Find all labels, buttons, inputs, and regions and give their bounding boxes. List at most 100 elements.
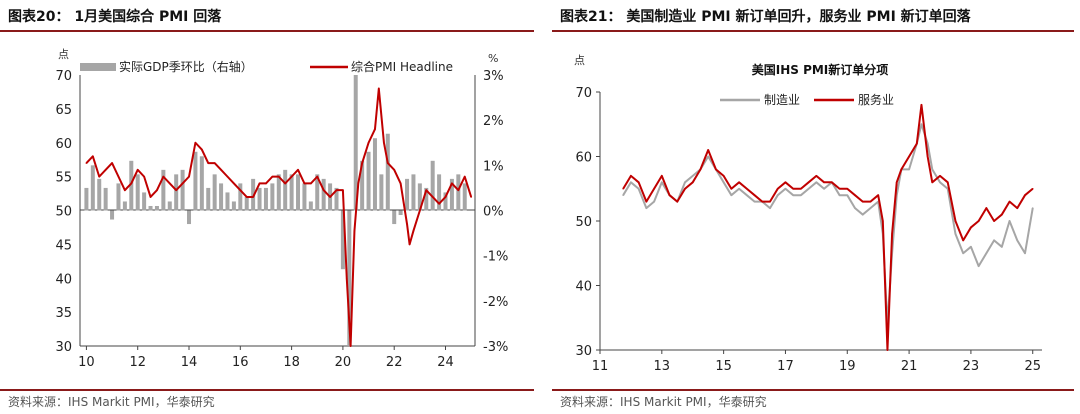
manufacturing-point xyxy=(637,187,640,190)
services-point xyxy=(668,194,671,196)
services-point xyxy=(993,220,995,222)
gdp-bar xyxy=(193,151,198,211)
y-left-tick-label: 50 xyxy=(55,205,72,220)
x-tick-label: 11 xyxy=(592,359,609,374)
gdp-bar xyxy=(148,205,153,211)
pmi-point xyxy=(162,175,165,178)
y-right-tick-label: 1% xyxy=(483,159,504,174)
pmi-point xyxy=(451,182,453,185)
y-left-tick-label: 30 xyxy=(55,340,72,355)
services-point xyxy=(792,187,794,190)
services-point xyxy=(861,200,864,203)
x-tick-label: 10 xyxy=(78,355,95,370)
x-ticks-left: 10 12 14 16 18 20 22 24 xyxy=(78,346,454,370)
pmi-point xyxy=(408,243,411,246)
pmi-point xyxy=(258,182,261,185)
gdp-bar xyxy=(308,201,313,211)
y-left-tick-label: 55 xyxy=(55,171,72,186)
gdp-bar xyxy=(430,160,435,211)
pmi-point xyxy=(457,189,460,191)
source-rule-right xyxy=(552,389,1074,391)
services-point xyxy=(637,181,640,184)
pmi-point xyxy=(349,345,352,347)
pmi-point xyxy=(104,169,107,171)
services-point xyxy=(895,181,898,184)
manufacturing-point xyxy=(970,246,972,248)
pmi-point xyxy=(130,182,133,185)
legend-line-label: 综合PMI Headline xyxy=(351,59,453,74)
gdp-bar xyxy=(296,174,301,211)
pmi-point xyxy=(329,196,331,198)
services-point xyxy=(970,226,972,229)
gdp-bar xyxy=(372,138,377,211)
pmi-point xyxy=(357,182,360,185)
manufacturing-point xyxy=(846,194,849,196)
services-point xyxy=(691,181,694,184)
gdp-bar xyxy=(142,192,147,211)
source-left: 资料来源：IHS Markit PMI，华泰研究 xyxy=(8,395,215,409)
manufacturing-point xyxy=(769,207,771,209)
pmi-point xyxy=(213,162,216,164)
x-tick-label: 16 xyxy=(232,355,249,370)
pmi-point xyxy=(143,175,145,178)
gdp-bar xyxy=(392,210,397,225)
manufacturing-point xyxy=(823,187,825,190)
pmi-point xyxy=(207,162,210,164)
legend-mfg-label: 制造业 xyxy=(764,93,800,107)
services-point xyxy=(823,181,825,184)
source-rule-left xyxy=(0,389,534,391)
y-left-tick-label: 65 xyxy=(55,103,72,118)
y-tick-label: 50 xyxy=(575,215,592,230)
services-point xyxy=(746,187,748,190)
gdp-bar xyxy=(276,174,281,211)
services-point xyxy=(815,175,818,177)
x-tick-label: 13 xyxy=(654,359,671,374)
source-right: 资料来源：IHS Markit PMI，华泰研究 xyxy=(560,395,767,409)
gdp-bars xyxy=(84,75,467,346)
pmi-point xyxy=(277,175,280,178)
pmi-point xyxy=(345,277,348,280)
services-point xyxy=(962,239,964,242)
gdp-bar xyxy=(405,178,410,211)
y-tick-label: 70 xyxy=(575,86,592,101)
pmi-point xyxy=(92,155,94,158)
gdp-bar xyxy=(347,210,352,346)
pmi-point xyxy=(181,182,184,185)
services-point xyxy=(886,349,889,351)
legend-bar-label: 实际GDP季环比（右轴） xyxy=(119,59,253,74)
services-point xyxy=(1001,213,1003,216)
gdp-bar xyxy=(340,210,345,270)
pmi-point xyxy=(361,162,363,164)
x-tick-label: 15 xyxy=(715,359,732,374)
legend-bar-swatch xyxy=(80,63,116,71)
pmi-point xyxy=(303,182,306,185)
gdp-bar xyxy=(283,169,288,211)
pmi-point xyxy=(425,189,428,191)
services-point xyxy=(807,181,810,184)
manufacturing-point xyxy=(985,252,988,255)
gdp-bar xyxy=(462,183,467,211)
services-point xyxy=(1016,207,1019,209)
manufacturing-point xyxy=(722,181,725,184)
manufacturing-point xyxy=(630,181,632,184)
pmi-point xyxy=(85,162,88,164)
services-point xyxy=(985,207,988,209)
services-point xyxy=(891,233,893,235)
pmi-line-group xyxy=(85,87,473,347)
gdp-bar xyxy=(449,178,454,211)
manufacturing-point xyxy=(776,194,779,196)
manufacturing-point xyxy=(800,194,802,196)
services-point xyxy=(645,200,648,203)
gdp-bar xyxy=(417,183,422,211)
gdp-bar xyxy=(84,187,89,211)
pmi-point xyxy=(463,175,466,178)
services-point xyxy=(684,187,686,190)
y-right-unit: % xyxy=(488,52,498,65)
manufacturing-point xyxy=(920,123,923,126)
manufacturing-point xyxy=(939,181,941,184)
services-point xyxy=(722,175,725,177)
gdp-bar xyxy=(398,210,403,216)
pmi-point xyxy=(310,182,312,185)
manufacturing-point xyxy=(993,239,995,242)
services-point xyxy=(1031,187,1034,190)
